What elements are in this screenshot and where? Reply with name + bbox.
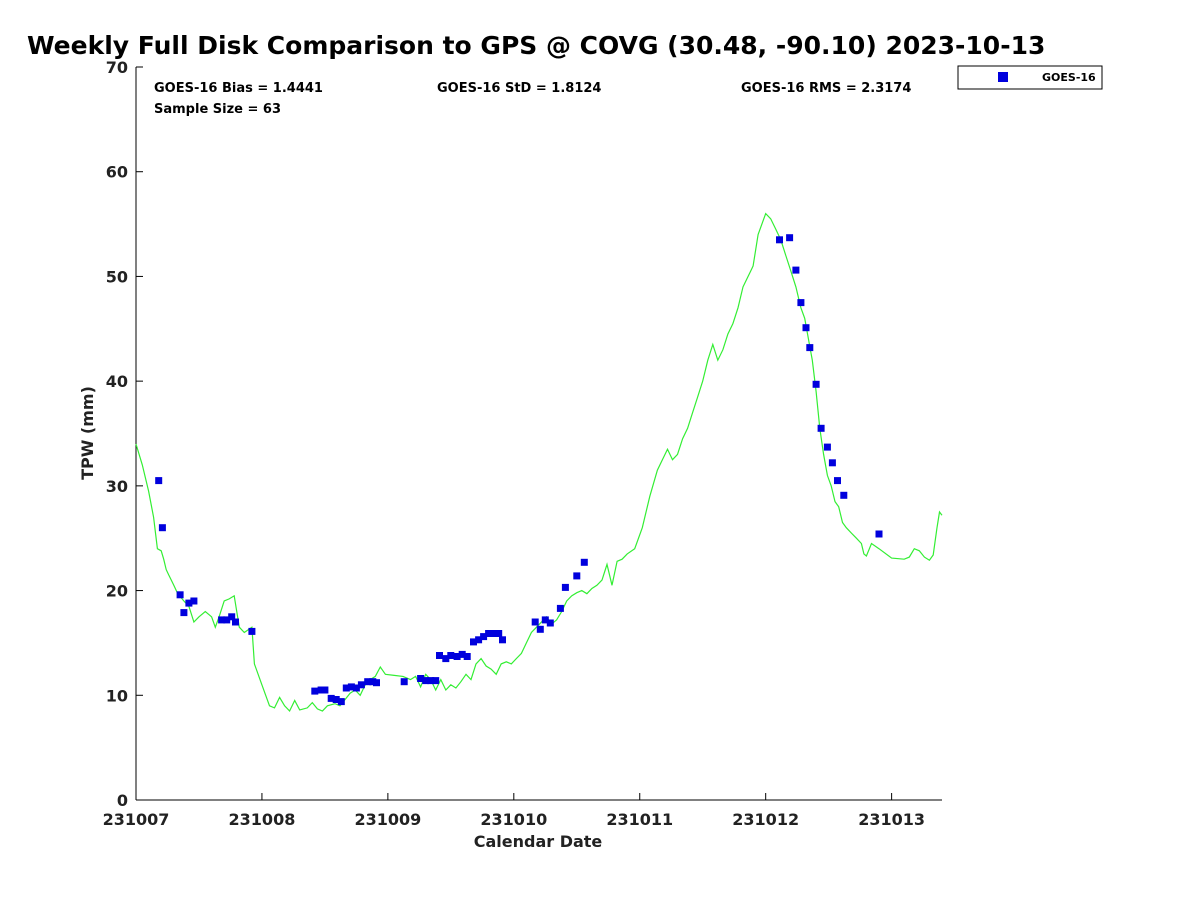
goes-16-point (342, 684, 350, 692)
x-ticks: 231007 231008 231009 231010 231011 231012 2310… (103, 793, 925, 829)
goes-16-point (802, 324, 810, 332)
goes-16-point (357, 681, 365, 689)
goes-16-point (447, 652, 455, 659)
goes-16-point (232, 618, 239, 626)
goes-16-point (463, 653, 471, 660)
goes-16-point (458, 650, 466, 658)
goes-16-point (541, 616, 549, 624)
goes-16-point (417, 675, 425, 682)
goes-16-point (485, 630, 493, 637)
bias-stat: GOES-16 Bias = 1.4441 (154, 81, 323, 96)
x-tick-label: 231011 (606, 810, 673, 829)
y-tick-label: 0 (117, 791, 128, 810)
goes-16-point (834, 477, 841, 485)
goes-16-point (190, 597, 198, 605)
y-tick-label: 20 (106, 582, 128, 601)
x-tick-label: 231010 (480, 810, 547, 829)
goes-16-point (573, 572, 581, 580)
goes-16-point (337, 698, 345, 706)
goes-16-point (475, 636, 483, 644)
goes-16-point (470, 638, 477, 646)
goes-16-point (806, 344, 814, 352)
goes-16-point (442, 655, 450, 663)
x-tick-label: 231007 (103, 810, 170, 829)
goes-16-point (317, 686, 325, 694)
goes-16-point (828, 459, 836, 467)
goes-16-point (248, 627, 256, 635)
goes-16-point (347, 683, 355, 691)
sample-size-stat: Sample Size = 63 (154, 102, 281, 117)
goes-16-point (786, 234, 794, 242)
goes-16-point (311, 687, 319, 695)
goes-16-point (332, 696, 340, 703)
goes-16-point (185, 599, 193, 607)
goes-16-point (797, 299, 805, 307)
legend-box (957, 65, 1103, 90)
goes-16-point (369, 678, 377, 686)
y-tick-label: 50 (106, 267, 128, 286)
goes-16-point (436, 652, 443, 659)
goes-16-point (776, 236, 783, 244)
goes-16-point (427, 677, 435, 685)
goes-16-point (400, 678, 408, 686)
goes-16-point (180, 609, 188, 617)
goes-16-point (327, 694, 335, 702)
plot-area (135, 67, 942, 801)
goes-16-point (218, 616, 226, 624)
goes-16-series (155, 234, 883, 706)
goes-16-point (223, 616, 231, 624)
x-tick-label: 231012 (732, 810, 799, 829)
goes-16-point (495, 630, 503, 637)
goes-16-point (840, 491, 848, 499)
gps-tpw-line (135, 212, 943, 713)
goes-16-point (158, 524, 166, 532)
y-tick-label: 70 (106, 58, 128, 77)
x-tick-label: 231009 (354, 810, 421, 829)
x-tick-label: 231013 (858, 810, 925, 829)
goes-16-point (875, 530, 883, 538)
chart-title: Weekly Full Disk Comparison to GPS @ COV… (27, 31, 1045, 60)
goes-16-point (155, 477, 163, 485)
legend-label-goes-16: GOES-16 (1042, 71, 1096, 84)
goes-16-point (228, 613, 236, 621)
goes-16-point (556, 604, 564, 612)
y-tick-label: 40 (106, 372, 128, 391)
goes-16-point (546, 619, 554, 627)
goes-16-point (531, 618, 539, 626)
goes-16-point (373, 679, 380, 687)
x-axis-label: Calendar Date (474, 832, 603, 851)
goes-16-point (823, 443, 831, 451)
goes-16-point (352, 684, 360, 692)
std-stat: GOES-16 StD = 1.8124 (437, 81, 601, 96)
gps-series (135, 212, 943, 713)
goes-16-point (490, 630, 498, 637)
goes-16-point (812, 380, 820, 388)
legend: GOES-16 (957, 65, 1103, 90)
goes-16-point (817, 424, 825, 432)
goes-16-point (792, 266, 800, 274)
goes-16-point (561, 583, 569, 591)
y-axis-label: TPW (mm) (78, 386, 97, 480)
goes-16-point (176, 591, 184, 599)
goes-16-point (536, 625, 544, 633)
goes-16-point (499, 636, 506, 644)
y-tick-label: 30 (106, 477, 128, 496)
goes-16-point (422, 677, 430, 685)
y-ticks: 0 10 20 30 40 50 60 70 (106, 58, 143, 810)
goes-16-point (480, 633, 488, 641)
goes-16-point (580, 558, 588, 566)
x-tick-label: 231008 (229, 810, 296, 829)
legend-marker-goes-16 (998, 72, 1008, 82)
goes-16-point (364, 678, 372, 686)
rms-stat: GOES-16 RMS = 2.3174 (741, 81, 911, 96)
goes-16-point (321, 686, 329, 694)
y-tick-label: 60 (106, 163, 128, 182)
y-tick-label: 10 (106, 686, 128, 705)
goes-16-point (453, 653, 461, 660)
goes-16-point (432, 677, 440, 685)
